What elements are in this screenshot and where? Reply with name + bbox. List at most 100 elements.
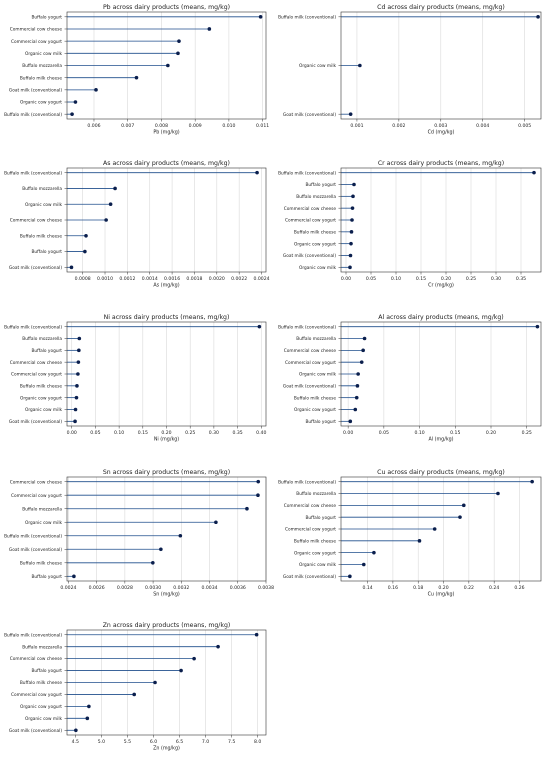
data-point <box>372 550 376 555</box>
category-label: Buffalo mozzarella <box>22 186 62 192</box>
x-tick-label: 0.20 <box>441 276 451 282</box>
category-label: Buffalo milk (conventional) <box>4 533 62 539</box>
category-label: Organic cow yogurt <box>294 550 336 556</box>
category-label: Goat milk (conventional) <box>9 87 62 93</box>
x-tick-label: 0.05 <box>90 430 100 436</box>
data-point <box>178 533 183 538</box>
x-tick-label: 0.10 <box>414 430 424 436</box>
chart-title: As across dairy products (means, mg/kg) <box>103 160 230 167</box>
category-label: Commercial cow yogurt <box>285 527 336 533</box>
category-label: Organic cow milk <box>299 265 337 271</box>
category-label: Buffalo mozzarella <box>22 336 62 342</box>
category-label: Commercial cow yogurt <box>11 692 62 698</box>
x-tick-label: 7.5 <box>228 739 235 745</box>
data-point <box>536 15 540 19</box>
x-tick-label: 0.00 <box>341 276 351 282</box>
x-tick-label: 0.0036 <box>230 585 246 591</box>
x-tick-label: 0.25 <box>185 430 195 436</box>
category-label: Buffalo milk cheese <box>20 233 62 239</box>
x-tick-label: 0.004 <box>476 123 489 129</box>
chart-title: Al across dairy products (means, mg/kg) <box>378 314 503 321</box>
data-point <box>355 384 360 388</box>
category-label: Buffalo mozzarella <box>22 506 62 512</box>
data-point <box>258 15 263 19</box>
data-point <box>496 491 500 496</box>
data-point <box>70 112 74 116</box>
x-tick-label: 0.006 <box>87 123 100 129</box>
data-point <box>83 249 87 254</box>
x-tick-label: 0.0034 <box>202 585 218 591</box>
x-tick-label: 0.05 <box>379 430 389 436</box>
data-point <box>76 360 81 364</box>
x-tick-label: 0.24 <box>489 585 499 591</box>
data-point <box>245 506 249 511</box>
data-point <box>350 206 355 210</box>
x-tick-label: 0.0022 <box>231 276 247 282</box>
category-label: Commercial cow cheese <box>284 206 337 212</box>
data-point <box>108 202 113 207</box>
data-point <box>352 182 356 187</box>
plot-frame <box>340 476 542 582</box>
data-point <box>153 680 157 685</box>
x-tick-label: 0.14 <box>362 585 372 591</box>
data-point <box>69 265 74 270</box>
x-tick-label: 0.30 <box>491 276 501 282</box>
x-tick-label: 0.001 <box>350 123 363 129</box>
data-point <box>349 230 354 234</box>
category-label: Buffalo milk (conventional) <box>278 324 336 330</box>
x-tick-label: 0.0018 <box>186 276 202 282</box>
category-label: Buffalo yogurt <box>305 515 336 521</box>
x-tick-label: 0.005 <box>518 123 531 129</box>
category-label: Buffalo mozzarella <box>296 491 336 497</box>
data-point <box>432 527 437 531</box>
x-tick-label: 0.15 <box>416 276 426 282</box>
data-point <box>176 51 180 56</box>
data-point <box>349 241 353 246</box>
category-label: Buffalo yogurt <box>305 182 336 188</box>
data-point <box>104 218 108 222</box>
x-tick-label: 0.008 <box>155 123 168 129</box>
x-tick-label: 6.5 <box>176 739 183 745</box>
category-label: Organic cow milk <box>25 51 63 57</box>
x-tick-label: 0.30 <box>209 430 219 436</box>
chart-panel-4: Cr across dairy products (means, mg/kg) B… <box>278 160 542 289</box>
chart-title: Cd across dairy products (means, mg/kg) <box>377 4 505 11</box>
category-label: Organic cow yogurt <box>294 407 336 413</box>
category-label: Commercial cow cheese <box>10 27 63 33</box>
category-label: Goat milk (conventional) <box>9 419 62 425</box>
chart-panel-3: As across dairy products (means, mg/kg) B… <box>4 160 270 289</box>
data-point <box>72 574 76 579</box>
category-label: Buffalo yogurt <box>31 668 62 674</box>
category-label: Goat milk (conventional) <box>9 265 62 271</box>
data-point <box>75 384 79 388</box>
data-point <box>85 716 90 721</box>
category-label: Buffalo milk (conventional) <box>278 170 336 176</box>
category-label: Buffalo milk cheese <box>20 560 62 566</box>
x-tick-label: 4.5 <box>72 739 79 745</box>
category-label: Goat milk (conventional) <box>9 547 62 553</box>
plot-frame <box>66 629 267 736</box>
category-label: Buffalo yogurt <box>31 14 62 20</box>
data-point <box>530 479 534 484</box>
category-label: Buffalo milk cheese <box>20 75 62 81</box>
data-point <box>417 539 422 543</box>
data-point <box>348 574 352 579</box>
data-point <box>361 562 366 567</box>
x-tick-label: 0.0024 <box>60 585 76 591</box>
category-label: Buffalo mozzarella <box>22 63 62 69</box>
chart-panel-8: Cu across dairy products (means, mg/kg) B… <box>278 469 542 598</box>
x-tick-label: 0.0012 <box>119 276 135 282</box>
x-tick-label: 0.0030 <box>145 585 161 591</box>
x-tick-label: 0.40 <box>256 430 266 436</box>
data-point <box>354 395 359 400</box>
x-tick-label: 0.002 <box>392 123 405 129</box>
category-label: Goat milk (conventional) <box>283 383 336 389</box>
category-label: Organic cow milk <box>25 407 63 413</box>
category-label: Commercial cow cheese <box>10 656 63 662</box>
data-point <box>256 479 261 484</box>
data-point <box>348 419 353 424</box>
data-point <box>151 561 155 565</box>
category-label: Goat milk (conventional) <box>283 574 336 580</box>
chart-panel-2: Cd across dairy products (means, mg/kg) B… <box>278 4 542 136</box>
